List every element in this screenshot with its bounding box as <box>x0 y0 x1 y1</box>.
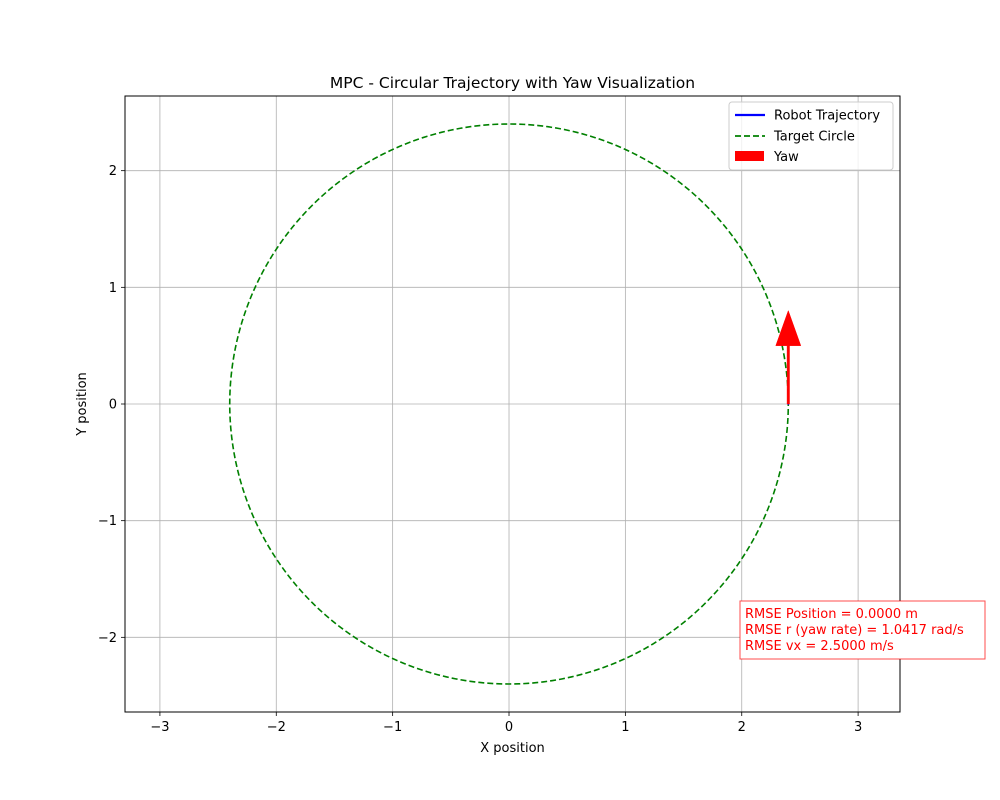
ticks: −3 −2 −1 0 1 2 3 −2 −1 0 1 2 <box>98 164 862 735</box>
y-tick-label: 2 <box>109 164 117 179</box>
rmse-annotation-box <box>739 600 986 660</box>
plot-data <box>228 123 802 685</box>
rmse-annotation: RMSE Position = 0.0000 m RMSE r (yaw rat… <box>739 600 986 660</box>
legend-target-circle-label: Target Circle <box>773 130 855 145</box>
legend: Robot Trajectory Target Circle Yaw <box>728 101 894 171</box>
y-tick-label: −1 <box>98 514 117 529</box>
x-tick-label: 0 <box>505 720 513 735</box>
x-tick-label: −1 <box>383 720 402 735</box>
rmse-position-text: RMSE Position = 0.0000 m <box>745 607 918 622</box>
yaw-arrow <box>775 309 802 405</box>
legend-robot-trajectory-label: Robot Trajectory <box>774 109 880 124</box>
rmse-yaw-rate-text: RMSE r (yaw rate) = 1.0417 rad/s <box>745 623 964 638</box>
x-tick-label: 2 <box>738 720 746 735</box>
chart-title: MPC - Circular Trajectory with Yaw Visua… <box>330 74 695 92</box>
x-tick-label: −2 <box>267 720 286 735</box>
x-axis-label: X position <box>480 741 545 756</box>
rmse-vx-text: RMSE vx = 2.5000 m/s <box>745 639 894 654</box>
target-circle-line <box>228 123 790 685</box>
legend-yaw-label: Yaw <box>773 150 799 165</box>
x-tick-label: 1 <box>621 720 629 735</box>
x-tick-label: 3 <box>854 720 862 735</box>
y-axis-label: Y position <box>75 372 90 437</box>
legend-box <box>728 101 894 171</box>
grid <box>125 96 900 712</box>
y-tick-label: 0 <box>109 398 117 413</box>
x-tick-label: −3 <box>150 720 169 735</box>
y-tick-label: −2 <box>98 631 117 646</box>
y-tick-label: 1 <box>109 281 117 296</box>
legend-yaw-swatch <box>735 151 764 161</box>
